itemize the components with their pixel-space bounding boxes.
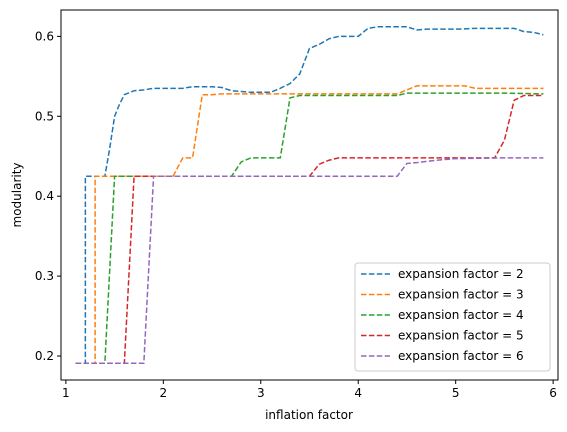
y-axis-ticks: 0.2 0.3 0.4 0.5 0.6 bbox=[35, 29, 61, 363]
plot-area bbox=[60, 9, 559, 381]
y-tick-label: 0.4 bbox=[35, 189, 54, 203]
x-tick-label: 1 bbox=[62, 386, 70, 400]
x-tick-label: 6 bbox=[549, 386, 557, 400]
y-tick-label: 0.2 bbox=[35, 349, 54, 363]
x-tick-label: 3 bbox=[257, 386, 265, 400]
legend-label: expansion factor = 5 bbox=[398, 329, 524, 343]
y-tick-label: 0.3 bbox=[35, 269, 54, 283]
legend-label: expansion factor = 3 bbox=[398, 288, 524, 302]
x-tick-label: 2 bbox=[160, 386, 168, 400]
x-tick-label: 4 bbox=[354, 386, 362, 400]
x-axis-ticks: 1 2 3 4 5 6 bbox=[62, 380, 557, 400]
y-tick-label: 0.6 bbox=[35, 29, 54, 43]
legend-label: expansion factor = 2 bbox=[398, 267, 524, 281]
y-axis-label: modularity bbox=[10, 162, 24, 227]
series-line-5 bbox=[75, 157, 544, 364]
legend-box bbox=[354, 262, 551, 372]
x-tick-label: 5 bbox=[452, 386, 460, 400]
x-axis-label: inflation factor bbox=[265, 408, 353, 422]
y-tick-label: 0.5 bbox=[35, 109, 54, 123]
legend-items: expansion factor = 2 expansion factor = 3… bbox=[361, 267, 524, 363]
legend: expansion factor = 2 expansion factor = 3… bbox=[354, 262, 551, 372]
series-layer bbox=[75, 26, 544, 364]
series-line-1 bbox=[75, 26, 544, 364]
legend-label: expansion factor = 4 bbox=[398, 308, 524, 322]
legend-label: expansion factor = 6 bbox=[398, 349, 524, 363]
